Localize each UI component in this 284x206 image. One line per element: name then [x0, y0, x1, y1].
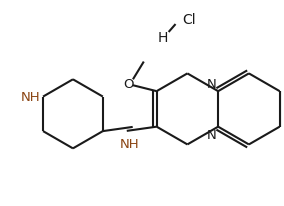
Text: NH: NH [20, 91, 40, 104]
Text: H: H [158, 31, 168, 45]
Text: N: N [206, 78, 216, 91]
Text: O: O [124, 77, 134, 90]
Text: Cl: Cl [182, 13, 196, 27]
Text: N: N [206, 128, 216, 141]
Text: NH: NH [120, 137, 139, 150]
